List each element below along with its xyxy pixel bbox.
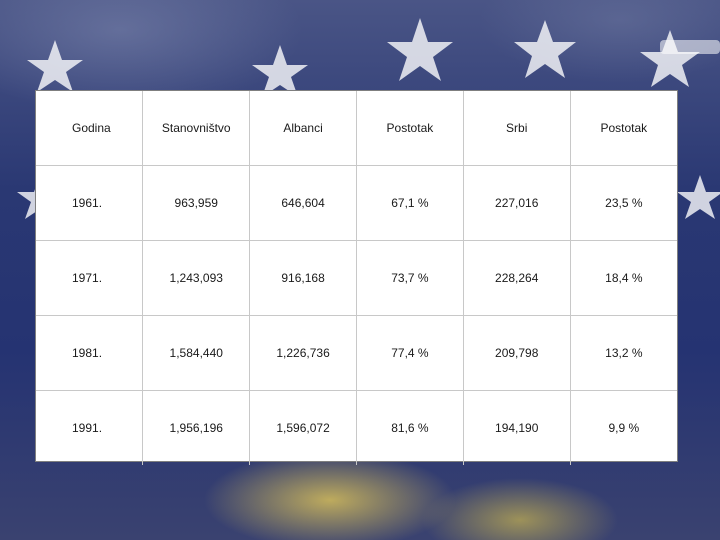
table-row: 1991. 1,956,196 1,596,072 81,6 % 194,190… — [36, 390, 677, 465]
cell-population: 1,243,093 — [142, 240, 251, 316]
cell-albanians: 1,226,736 — [249, 315, 357, 391]
header-cell-population: Stanovništvo — [142, 91, 251, 166]
cell-albanians: 1,596,072 — [249, 390, 357, 465]
cell-year: 1981. — [36, 315, 144, 391]
star-icon — [514, 20, 576, 78]
cell-population: 1,584,440 — [142, 315, 251, 391]
cell-percent-albanians: 67,1 % — [355, 165, 464, 241]
cell-percent-serbs: 13,2 % — [569, 315, 677, 391]
header-cell-percent-serbs: Postotak — [569, 91, 677, 166]
cell-population: 1,956,196 — [142, 390, 251, 465]
cell-albanians: 646,604 — [249, 165, 357, 241]
table-row: 1981. 1,584,440 1,226,736 77,4 % 209,798… — [36, 315, 677, 391]
cell-year: 1971. — [36, 240, 144, 316]
header-cell-year: Godina — [36, 91, 144, 166]
cell-population: 963,959 — [142, 165, 251, 241]
population-table-panel: Godina Stanovništvo Albanci Postotak Srb… — [35, 90, 678, 465]
cell-percent-albanians: 77,4 % — [355, 315, 464, 391]
cell-albanians: 916,168 — [249, 240, 357, 316]
table-row: 1971. 1,243,093 916,168 73,7 % 228,264 1… — [36, 240, 677, 316]
header-cell-albanians: Albanci — [249, 91, 357, 166]
header-cell-serbs: Srbi — [462, 91, 571, 166]
cell-percent-serbs: 9,9 % — [569, 390, 677, 465]
star-icon — [252, 45, 308, 97]
cell-percent-serbs: 23,5 % — [569, 165, 677, 241]
cell-year: 1991. — [36, 390, 144, 465]
cell-percent-albanians: 81,6 % — [355, 390, 464, 465]
cell-serbs: 194,190 — [462, 390, 571, 465]
star-icon — [677, 175, 720, 219]
cell-serbs: 209,798 — [462, 315, 571, 391]
star-icon — [387, 18, 453, 81]
cell-percent-albanians: 73,7 % — [355, 240, 464, 316]
population-table: Godina Stanovništvo Albanci Postotak Srb… — [36, 91, 677, 465]
header-cell-percent-albanians: Postotak — [355, 91, 464, 166]
star-icon — [27, 40, 83, 92]
cell-serbs: 228,264 — [462, 240, 571, 316]
cell-serbs: 227,016 — [462, 165, 571, 241]
table-row: 1961. 963,959 646,604 67,1 % 227,016 23,… — [36, 165, 677, 241]
cell-year: 1961. — [36, 165, 144, 241]
star-icon — [640, 30, 700, 87]
table-header-row: Godina Stanovništvo Albanci Postotak Srb… — [36, 91, 677, 166]
cell-percent-serbs: 18,4 % — [569, 240, 677, 316]
